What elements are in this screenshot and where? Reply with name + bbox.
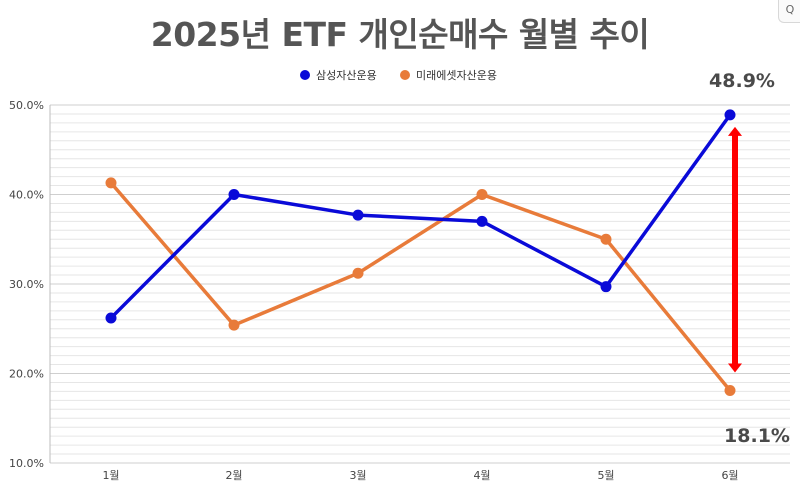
value-annotation: 48.9%	[709, 70, 775, 92]
x-tick-label: 6월	[721, 469, 738, 482]
legend-marker	[300, 70, 310, 80]
series-lines	[105, 109, 736, 397]
x-tick-label: 4월	[473, 469, 490, 482]
data-point	[352, 267, 364, 279]
annotations: 48.9% 18.1%	[709, 70, 790, 447]
x-tick-label: 5월	[597, 469, 614, 482]
data-point	[600, 281, 612, 293]
x-tick-label: 3월	[349, 469, 366, 482]
data-point	[228, 319, 240, 331]
series-line	[109, 113, 732, 320]
data-point	[724, 109, 736, 121]
grid-lines	[49, 104, 790, 464]
legend-marker	[400, 70, 410, 80]
data-point	[105, 312, 117, 324]
difference-arrow	[728, 126, 742, 373]
arrow-head-bottom	[728, 363, 742, 373]
y-axis: 10.0% 20.0% 30.0% 40.0% 50.0%	[9, 99, 44, 470]
y-tick-label: 20.0%	[9, 368, 44, 381]
data-point	[228, 189, 240, 200]
arrow-head-top	[728, 126, 742, 136]
legend: 삼성자산운용 미래에셋자산운용	[300, 69, 497, 82]
data-point	[600, 233, 612, 245]
search-icon[interactable]: Q	[778, 0, 800, 23]
legend-label: 미래에셋자산운용	[416, 69, 497, 82]
x-axis: 1월 2월 3월 4월 5월 6월	[102, 469, 738, 482]
data-point	[724, 385, 736, 397]
x-tick-label: 1월	[102, 469, 119, 482]
y-tick-label: 40.0%	[9, 189, 44, 202]
x-tick-label: 2월	[225, 469, 242, 482]
y-tick-label: 50.0%	[9, 99, 44, 112]
chart-title: 2025년 ETF 개인순매수 월별 추이	[150, 15, 650, 54]
y-tick-label: 30.0%	[9, 278, 44, 291]
series-line	[109, 181, 732, 392]
value-annotation: 18.1%	[724, 425, 790, 447]
data-point	[476, 215, 488, 227]
data-point	[476, 189, 488, 200]
data-point	[352, 209, 364, 221]
y-tick-label: 10.0%	[9, 457, 44, 470]
data-point	[105, 177, 117, 189]
legend-label: 삼성자산운용	[316, 69, 377, 82]
